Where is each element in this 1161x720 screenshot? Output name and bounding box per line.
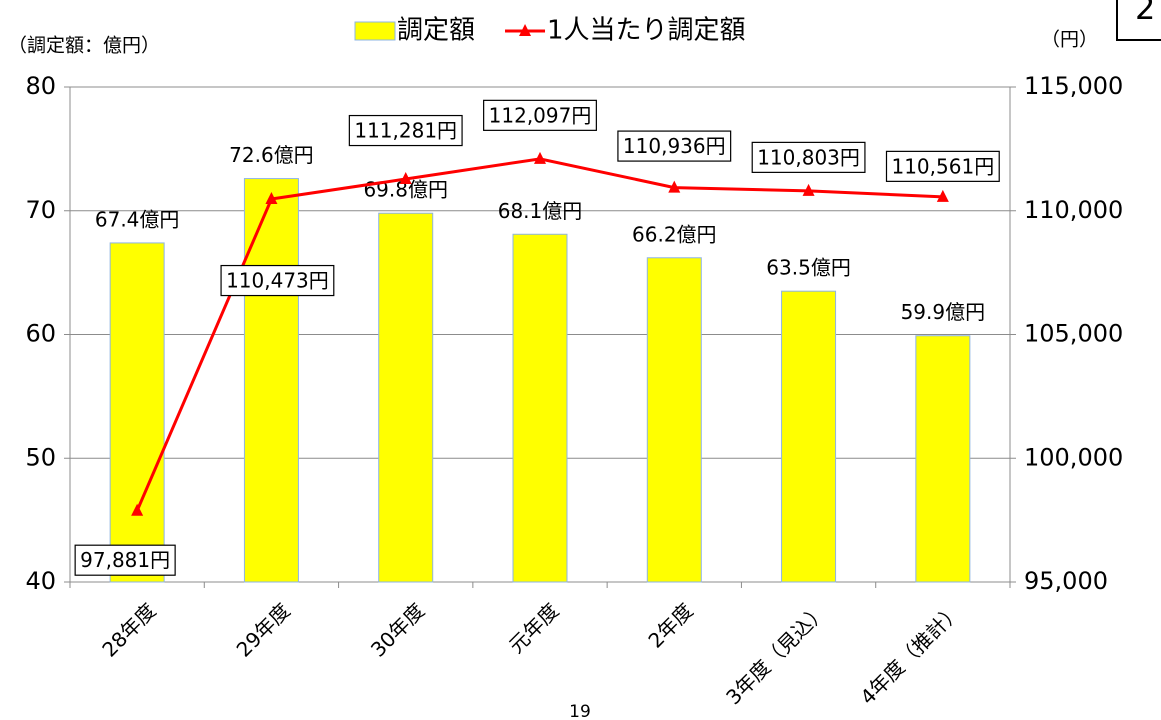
badge-frame (1116, 0, 1161, 41)
line-marker (399, 172, 412, 185)
legend-label: 調定額 (397, 16, 475, 46)
x-tick-label: 30年度 (366, 598, 429, 661)
y-tick-label: 70 (25, 196, 56, 224)
bar-value-label: 63.5億円 (766, 256, 851, 280)
line-marker (802, 183, 815, 196)
bar (378, 212, 434, 583)
legend-swatch (354, 21, 396, 41)
y-unit-label: （調定額：億円） (8, 35, 160, 57)
value-label: 110,803円 (757, 145, 860, 169)
bar-value-label: 68.1億円 (498, 199, 583, 223)
value-label: 110,936円 (623, 134, 726, 158)
legend-marker (519, 24, 532, 36)
y2-tick-label: 115,000 (1024, 72, 1123, 100)
value-label: 110,473円 (226, 269, 329, 293)
y2-tick-label: 105,000 (1024, 320, 1123, 348)
y2-tick-label: 95,000 (1024, 567, 1108, 595)
bar (915, 335, 971, 583)
y-tick-label: 50 (25, 443, 56, 471)
value-label-box (348, 114, 463, 147)
bar (781, 290, 837, 583)
value-label: 111,281円 (354, 119, 457, 143)
bar-value-label: 66.2億円 (632, 222, 717, 246)
x-tick-label: 29年度 (232, 598, 295, 661)
value-label: 110,561円 (891, 154, 994, 178)
y2-tick-label: 100,000 (1024, 443, 1123, 471)
bar (646, 257, 702, 583)
x-tick-label: 元年度 (504, 598, 563, 657)
x-tick-label: 4年度（推計） (855, 598, 966, 709)
value-label-box (885, 150, 1000, 182)
bar-value-label: 59.9億円 (901, 300, 986, 324)
value-label: 112,097円 (489, 103, 592, 127)
legend-label: 1人当たり調定額 (547, 16, 746, 46)
y2-unit-label: （円） (1041, 29, 1098, 51)
x-tick-label: 2年度 (643, 598, 697, 652)
line-marker (936, 189, 949, 202)
y-tick-label: 80 (25, 72, 56, 100)
value-label-box (220, 264, 335, 297)
line-marker (131, 503, 144, 516)
page-number: 19 (569, 702, 591, 720)
bar (512, 233, 568, 583)
bar (243, 178, 299, 583)
value-label-box (751, 141, 866, 173)
value-label-box (483, 99, 597, 131)
value-label-box (617, 130, 732, 162)
y-tick-label: 60 (25, 320, 56, 348)
bar-value-label: 72.6億円 (229, 143, 314, 167)
x-tick-label: 3年度（見込） (721, 598, 832, 709)
value-label-box (74, 544, 176, 576)
bar-value-label: 67.4億円 (95, 207, 180, 231)
x-tick-label: 28年度 (97, 598, 160, 661)
line-marker (534, 151, 546, 164)
line-marker (265, 192, 278, 205)
badge: 2 (1135, 0, 1155, 27)
y2-tick-label: 110,000 (1024, 196, 1123, 224)
y-tick-label: 40 (25, 567, 56, 595)
bar (109, 242, 165, 583)
line-marker (668, 180, 681, 193)
value-label: 97,881円 (80, 548, 170, 572)
